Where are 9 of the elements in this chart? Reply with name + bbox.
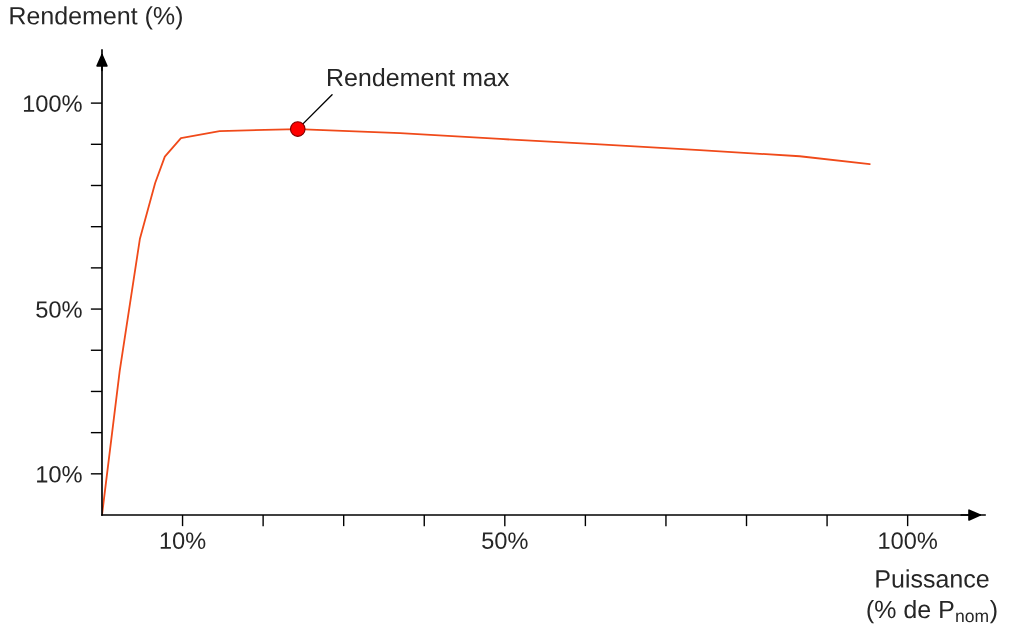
y-tick-label: 100%: [23, 95, 82, 112]
y-axis-title: Rendement (%): [10, 6, 182, 30]
x-tick-label: 50%: [482, 532, 528, 550]
y-tick-label: 10%: [37, 465, 82, 483]
x-tick-label: 100%: [879, 532, 937, 550]
x-axis-title: Puissance (% de P$_{nom}$): [867, 569, 997, 624]
annotation: Rendement max: [328, 67, 510, 87]
y-tick-label: 50%: [36, 301, 82, 318]
x-tick-label: 10%: [160, 532, 206, 550]
